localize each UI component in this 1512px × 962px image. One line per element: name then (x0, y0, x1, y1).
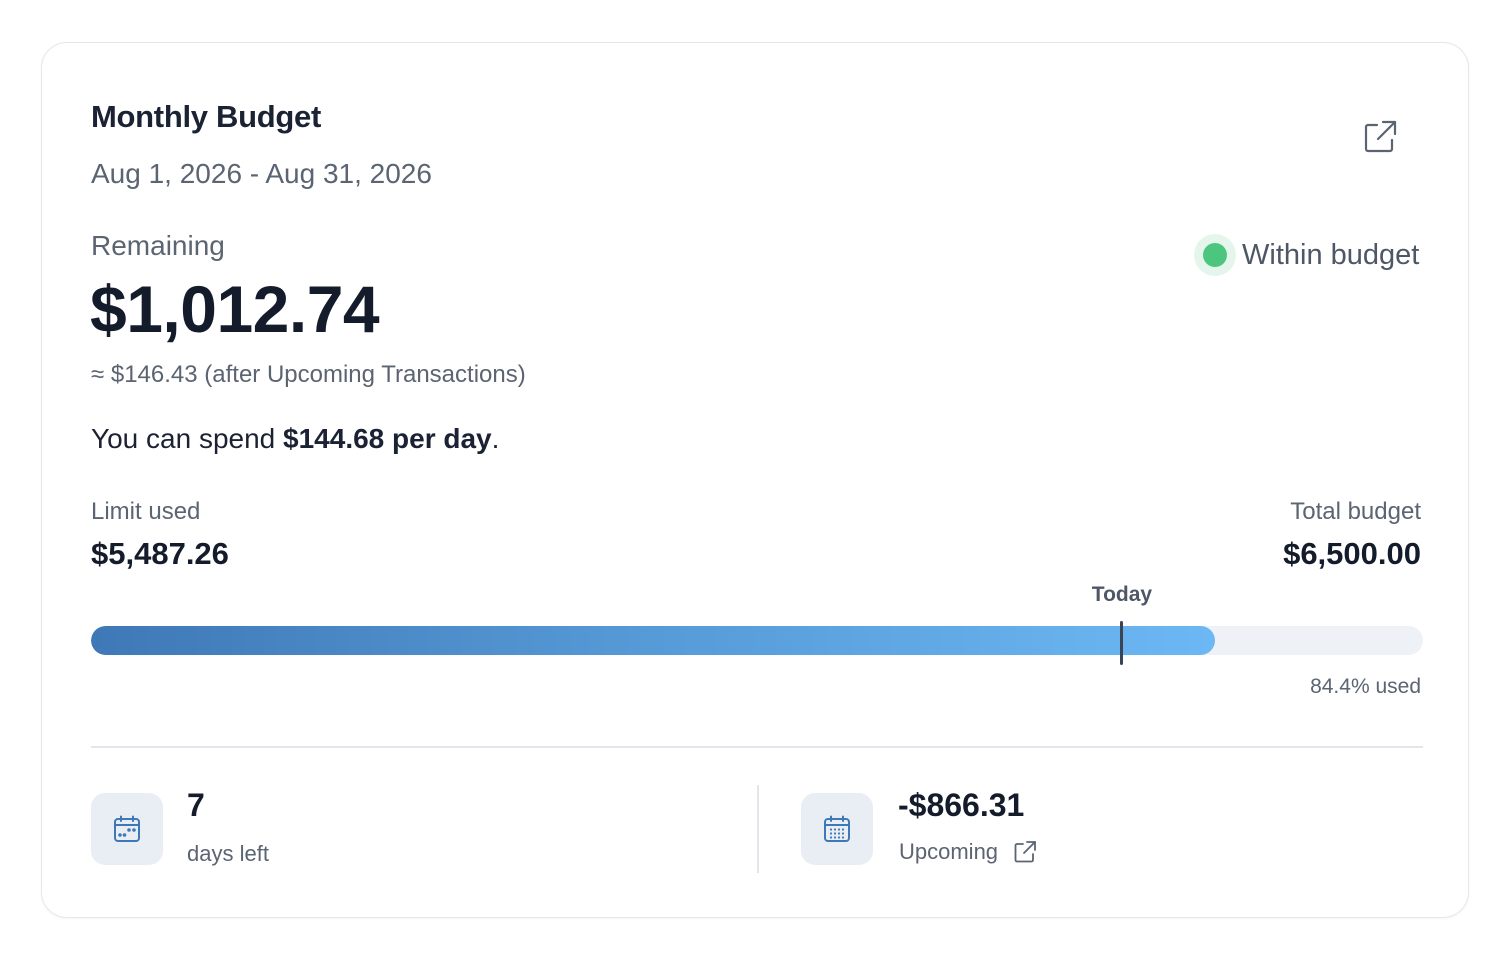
remaining-amount: $1,012.74 (90, 272, 380, 346)
upcoming-value: -$866.31 (898, 787, 1025, 823)
date-range: Aug 1, 2026 - Aug 31, 2026 (91, 158, 432, 189)
progress-overlay (91, 621, 1423, 665)
remaining-label: Remaining (91, 230, 225, 261)
daily-spend-amount: $144.68 per day (283, 423, 492, 454)
status-label: Within budget (1242, 238, 1420, 271)
stats-divider (757, 785, 759, 873)
status-dot-icon (1203, 243, 1227, 267)
external-link-icon (1364, 120, 1397, 153)
daily-spend-suffix: . (491, 423, 500, 454)
limit-used-label: Limit used (91, 498, 201, 525)
limit-used-value: $5,487.26 (91, 536, 229, 571)
today-marker (1120, 621, 1124, 665)
budget-card: Monthly Budget Aug 1, 2026 - Aug 31, 202… (41, 42, 1469, 918)
days-left-label: days left (187, 841, 269, 866)
external-link-icon (1014, 841, 1036, 863)
days-left-icon-box (91, 793, 163, 865)
days-left-value: 7 (187, 787, 205, 823)
section-divider (91, 746, 1423, 748)
calendar-grid-icon (824, 815, 850, 842)
used-percentage: 84.4% used (1310, 675, 1421, 698)
card-title: Monthly Budget (91, 99, 321, 134)
status-badge: Within budget (1194, 233, 1419, 277)
progress-track (91, 626, 1423, 655)
upcoming-label: Upcoming (899, 839, 999, 864)
today-label: Today (1091, 583, 1153, 606)
upcoming-link[interactable]: Upcoming (899, 839, 1038, 865)
status-indicator (1194, 234, 1236, 276)
daily-spend-prefix: You can spend (91, 423, 284, 454)
total-budget-label: Total budget (1290, 498, 1421, 525)
daily-spend-text: You can spend $144.68 per day. (91, 423, 499, 455)
total-budget-value: $6,500.00 (1283, 536, 1421, 571)
upcoming-icon-box (801, 793, 873, 865)
open-budget-button[interactable] (1360, 117, 1400, 157)
progress-fill (91, 626, 1216, 655)
after-upcoming-estimate: ≈ $146.43 (after Upcoming Transactions) (91, 361, 526, 388)
calendar-icon (114, 815, 140, 842)
